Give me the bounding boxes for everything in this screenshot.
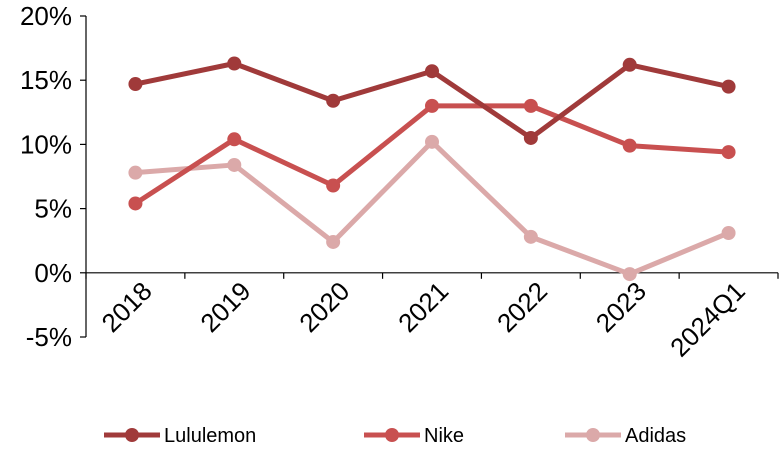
- series-line-adidas: [135, 139, 730, 277]
- data-point-adidas: [128, 165, 143, 180]
- legend-label-lululemon: Lululemon: [164, 425, 256, 447]
- data-point-lululemon: [721, 79, 736, 94]
- axes: [80, 15, 779, 338]
- legend: Lululemon Nike Adidas: [104, 425, 686, 447]
- legend-swatch-marker-lululemon: [125, 428, 139, 442]
- y-tick-labels: -5% 0% 5% 10% 15% 20%: [20, 1, 72, 352]
- x-tick-label: 2019: [194, 276, 256, 338]
- y-tick-label: 5%: [34, 194, 72, 224]
- data-point-nike: [326, 178, 341, 193]
- data-point-lululemon: [425, 64, 439, 79]
- data-point-nike: [622, 138, 637, 153]
- data-point-nike: [523, 98, 538, 113]
- legend-swatch-marker-nike: [385, 428, 399, 442]
- data-point-adidas: [326, 234, 341, 249]
- series-group: [128, 56, 736, 282]
- legend-swatch-marker-adidas: [586, 428, 600, 442]
- x-tick-label: 2018: [96, 276, 158, 338]
- data-point-lululemon: [523, 130, 538, 145]
- legend-label-nike: Nike: [424, 425, 464, 447]
- y-tick-label: 15%: [20, 65, 72, 95]
- data-point-nike: [128, 196, 143, 211]
- data-point-lululemon: [227, 56, 242, 71]
- x-tick-label: 2021: [392, 276, 454, 338]
- y-tick-label: 10%: [20, 129, 72, 159]
- y-tick-label: 20%: [20, 1, 72, 31]
- x-tick-labels: 2018 2019 2020 2021 2022 2023 2024Q1: [96, 276, 751, 363]
- data-point-lululemon: [622, 57, 637, 72]
- x-tick-label: 2020: [293, 276, 355, 338]
- data-point-adidas: [425, 134, 439, 149]
- data-point-lululemon: [326, 93, 341, 108]
- data-point-nike: [721, 145, 736, 160]
- data-point-nike: [425, 98, 439, 113]
- data-point-adidas: [523, 229, 538, 244]
- data-point-adidas: [622, 267, 637, 282]
- data-point-adidas: [721, 225, 736, 240]
- y-tick-label: -5%: [26, 322, 72, 352]
- data-point-adidas: [227, 157, 242, 172]
- data-point-lululemon: [128, 77, 143, 92]
- y-tick-label: 0%: [34, 258, 72, 288]
- x-tick-label: 2022: [491, 276, 553, 338]
- series-line-nike: [134, 103, 729, 206]
- legend-label-adidas: Adidas: [625, 425, 686, 447]
- data-point-nike: [227, 132, 242, 147]
- x-tick-label: 2023: [590, 276, 652, 338]
- x-tick-label: 2024Q1: [664, 276, 751, 363]
